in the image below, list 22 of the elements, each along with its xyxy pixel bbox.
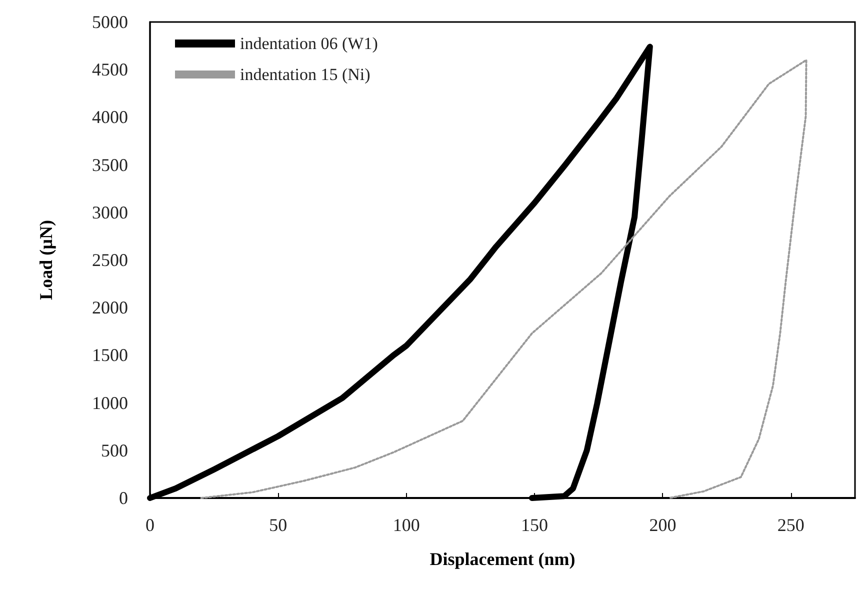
y-tick-label: 4000 xyxy=(92,107,128,128)
y-tick-label: 2000 xyxy=(92,298,128,318)
y-axis-title: Load (µN) xyxy=(36,220,56,300)
x-tick-label: 250 xyxy=(777,515,804,535)
y-tick-label: 1500 xyxy=(92,345,128,366)
y-tick-label: 3000 xyxy=(92,202,128,222)
line-series xyxy=(200,59,808,499)
x-tick-label: 150 xyxy=(521,515,548,535)
legend-label: indentation 15 (Ni) xyxy=(240,65,370,84)
y-tick-label: 3500 xyxy=(92,154,128,175)
x-tick-label: 100 xyxy=(392,515,420,535)
y-tick-label: 4500 xyxy=(92,60,128,80)
legend-label: indentation 06 (W1) xyxy=(240,34,378,53)
y-tick-label: 2500 xyxy=(92,250,128,270)
x-axis-title: Displacement (nm) xyxy=(430,549,576,569)
x-tick-label: 0 xyxy=(146,515,154,535)
y-tick-label: 1000 xyxy=(92,392,128,413)
y-tick-label: 5000 xyxy=(92,12,128,32)
y-tick-label: 0 xyxy=(119,488,128,508)
x-tick-label: 200 xyxy=(649,515,676,535)
y-tick-label: 500 xyxy=(101,440,128,460)
x-tick-label: 50 xyxy=(269,515,288,535)
